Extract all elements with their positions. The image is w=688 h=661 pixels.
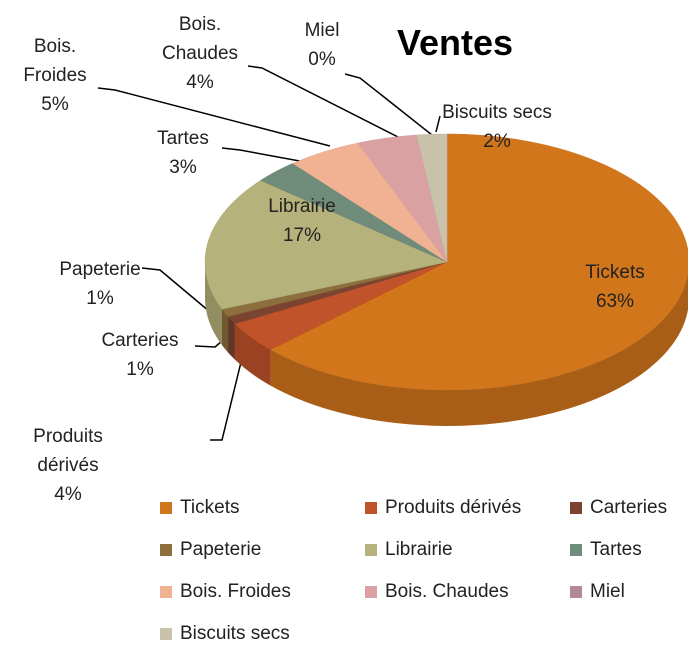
- data-label-value: 63%: [595, 291, 635, 312]
- slice-side: [221, 309, 229, 353]
- data-label-category: Biscuits secs: [442, 102, 552, 123]
- data-label-value: 1%: [86, 288, 114, 309]
- data-label-value: 4%: [54, 484, 82, 505]
- slice: [204, 180, 448, 310]
- legend-label: Biscuits secs: [180, 623, 290, 644]
- leader-line: [97, 87, 331, 147]
- data-label-value: 1%: [126, 359, 154, 380]
- legend-swatch: [365, 586, 377, 598]
- legend-item: Tickets: [160, 495, 239, 521]
- legend-item: Tartes: [570, 537, 642, 563]
- legend-label: Tickets: [180, 497, 240, 518]
- data-label: Carteries 1%: [85, 326, 195, 384]
- data-label-category: Librairie: [268, 196, 336, 217]
- legend-swatch: [570, 544, 582, 556]
- leader-lines: [97, 65, 441, 441]
- legend-swatch: [160, 628, 172, 640]
- slice-side: [234, 323, 271, 386]
- pie-sides: [205, 262, 688, 426]
- data-label-category: Carteries: [101, 330, 179, 351]
- data-label-category: Tartes: [157, 128, 209, 149]
- leader-line: [221, 147, 306, 163]
- legend-swatch: [160, 544, 172, 556]
- legend-swatch: [570, 502, 582, 514]
- slice: [416, 133, 448, 263]
- pie-tops: [204, 133, 688, 391]
- data-label: Bois. Chaudes 4%: [150, 10, 250, 97]
- data-label-category: Produits dérivés: [33, 426, 103, 476]
- legend-label: Miel: [590, 581, 625, 602]
- data-label: Biscuits secs 2%: [417, 98, 577, 156]
- legend-label: Papeterie: [180, 539, 262, 560]
- legend-swatch: [365, 544, 377, 556]
- legend-item: Carteries: [570, 495, 667, 521]
- leader-line: [247, 65, 401, 139]
- legend-label: Tartes: [590, 539, 642, 560]
- data-label: Papeterie 1%: [45, 255, 155, 313]
- chart-title: Ventes: [396, 22, 514, 63]
- legend-item: Produits dérivés: [365, 495, 521, 521]
- slice-side: [205, 262, 222, 346]
- data-label-category: Bois. Chaudes: [161, 14, 239, 64]
- data-label: Miel 0%: [282, 16, 362, 74]
- slice-side: [270, 273, 688, 426]
- data-label-category: Miel: [304, 20, 340, 41]
- legend-item: Miel: [570, 579, 625, 605]
- data-label-value: 5%: [41, 94, 69, 115]
- data-label-value: 3%: [169, 157, 197, 178]
- slice: [270, 133, 688, 391]
- legend-label: Bois. Chaudes: [385, 581, 509, 602]
- data-label-category: Tickets: [585, 262, 645, 283]
- legend-label: Carteries: [590, 497, 668, 518]
- legend-item: Librairie: [365, 537, 453, 563]
- data-label-value: 0%: [308, 49, 336, 70]
- legend-item: Papeterie: [160, 537, 261, 563]
- legend-swatch: [160, 502, 172, 514]
- data-label: Produits dérivés 4%: [23, 422, 113, 509]
- data-label: Bois. Froides 5%: [15, 32, 95, 119]
- data-label: Tartes 3%: [138, 124, 228, 182]
- data-label-value: 2%: [483, 131, 511, 152]
- legend-label: Librairie: [385, 539, 453, 560]
- legend-swatch: [365, 502, 377, 514]
- data-label-category: Bois. Froides: [23, 36, 87, 86]
- leader-line: [344, 73, 433, 136]
- leader-line: [141, 267, 223, 323]
- legend-swatch: [570, 586, 582, 598]
- legend-swatch: [160, 586, 172, 598]
- legend-label: Produits dérivés: [385, 497, 522, 518]
- data-label: Tickets 63%: [555, 258, 675, 316]
- legend-item: Bois. Froides: [160, 579, 291, 605]
- leader-line: [435, 115, 441, 133]
- legend-label: Bois. Froides: [180, 581, 291, 602]
- legend-item: Biscuits secs: [160, 621, 290, 647]
- legend-item: Bois. Chaudes: [365, 579, 509, 605]
- data-label-value: 4%: [186, 72, 214, 93]
- data-label: Librairie 17%: [247, 192, 357, 250]
- leader-line: [210, 357, 243, 441]
- data-label-value: 17%: [282, 225, 322, 246]
- data-label-category: Papeterie: [59, 259, 141, 280]
- slice-side: [228, 316, 235, 360]
